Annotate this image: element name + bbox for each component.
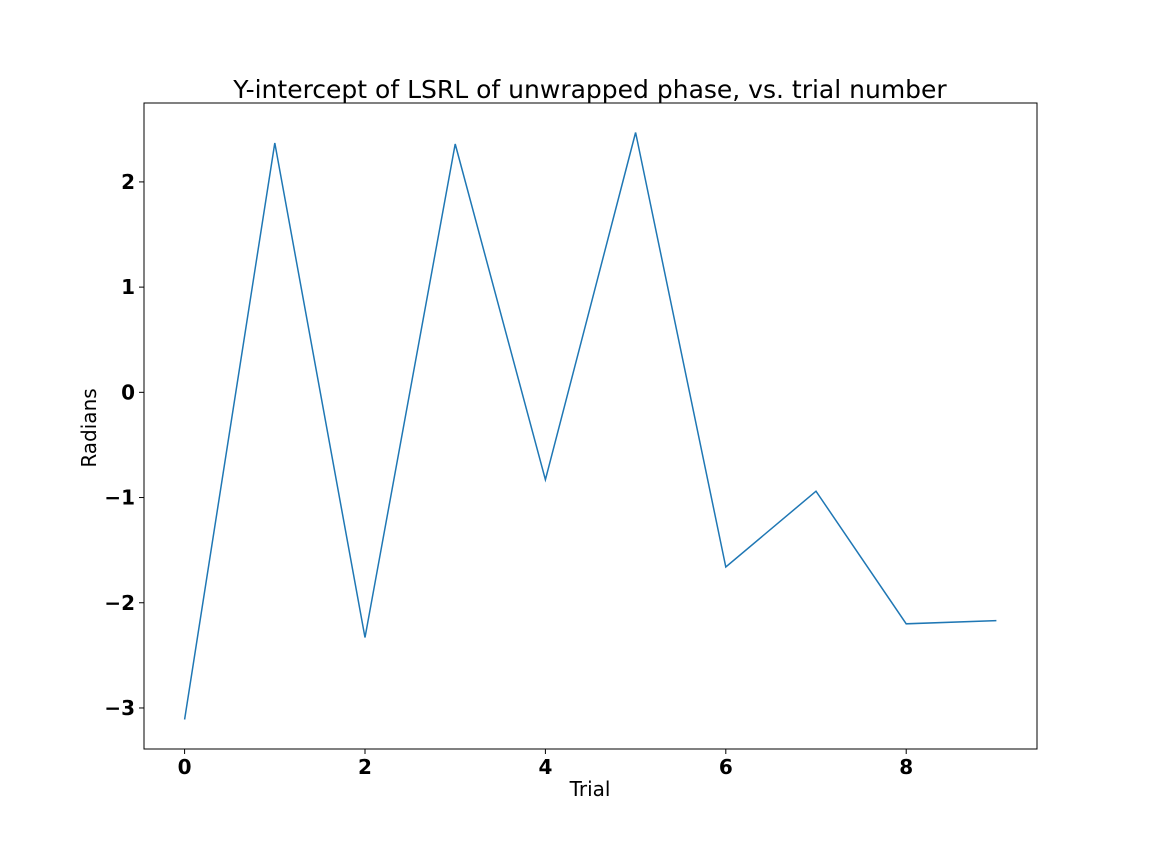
x-axis: 0 2 4 6 8: [178, 749, 913, 779]
y-axis-label: Radians: [77, 388, 101, 467]
y-tick-label: 0: [121, 380, 135, 404]
x-tick-label: 6: [719, 755, 733, 779]
plot-frame: [143, 102, 1038, 750]
x-axis-label: Trial: [569, 777, 611, 801]
y-tick-label: −3: [104, 696, 135, 720]
y-tick-label: 1: [121, 275, 135, 299]
y-tick-label: −2: [104, 591, 135, 615]
x-tick-label: 8: [899, 755, 913, 779]
chart-title: Y-intercept of LSRL of unwrapped phase, …: [232, 75, 947, 104]
x-tick-label: 4: [538, 755, 552, 779]
series-layer: [183, 132, 997, 720]
y-tick-label: 2: [121, 170, 135, 194]
x-tick-label: 2: [358, 755, 372, 779]
x-tick-label: 0: [178, 755, 192, 779]
y-tick-label: −1: [104, 486, 135, 510]
series-line-0: [183, 132, 997, 720]
y-axis: −3 −2 −1 0 1 2: [104, 170, 144, 720]
